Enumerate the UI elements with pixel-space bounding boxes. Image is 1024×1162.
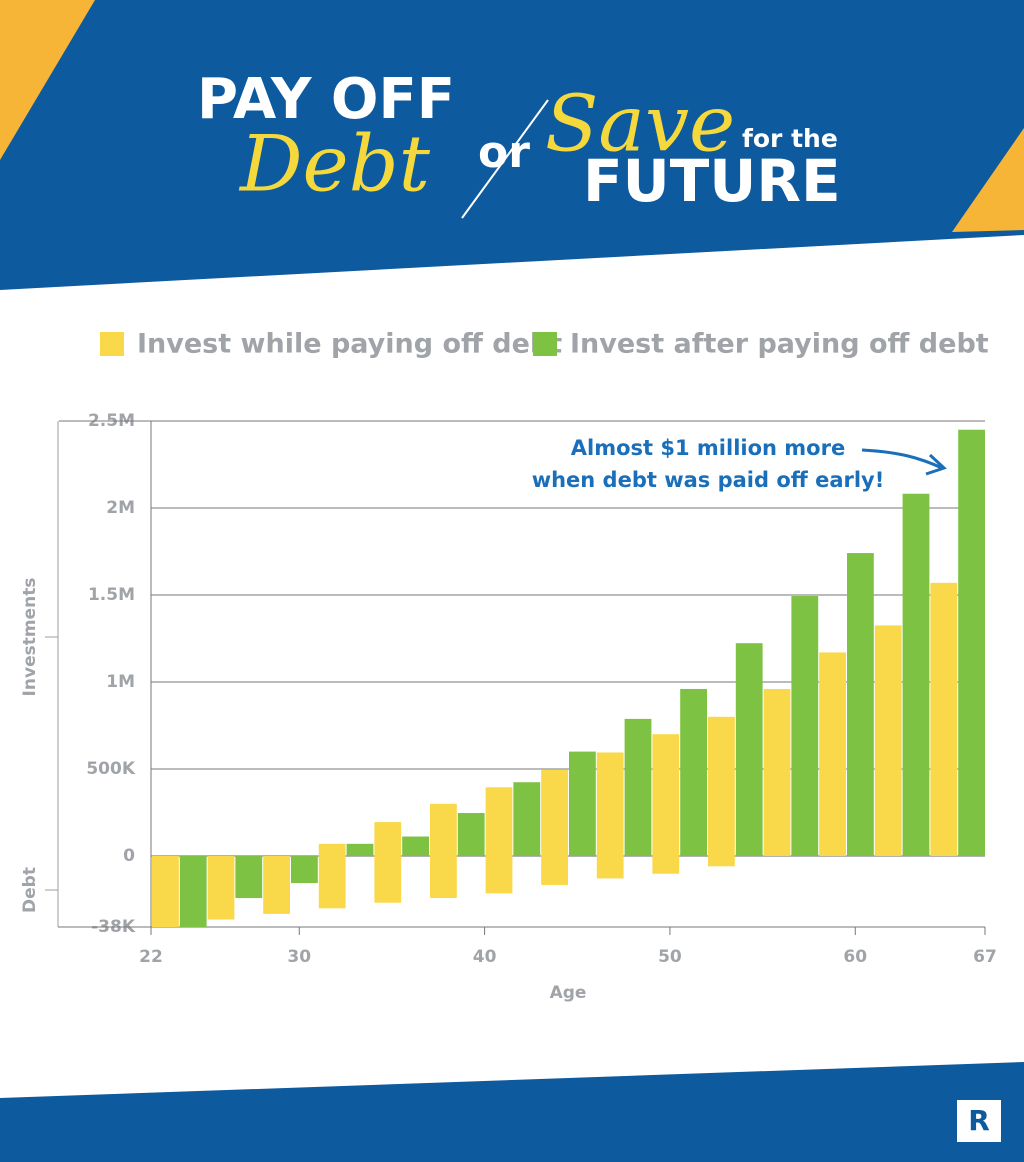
debt-bar: [430, 856, 457, 899]
debt-bar: [179, 856, 207, 927]
x-tick-label: 67: [973, 947, 997, 967]
header-corner: [952, 128, 1024, 232]
bar: [624, 718, 652, 856]
legend-swatch: [533, 332, 557, 356]
bar: [708, 716, 735, 856]
logo-box: [957, 1100, 1001, 1142]
y-axis-label-negative: Debt: [20, 867, 40, 913]
annotation: Almost $1 million more: [571, 436, 845, 460]
debt-bar: [318, 856, 346, 909]
footer-band: [0, 1062, 1024, 1162]
bar: [652, 734, 680, 856]
header-band: [0, 0, 1024, 290]
legend-label: Invest while paying off debt: [137, 329, 562, 360]
annotation: when debt was paid off early!: [532, 468, 885, 492]
bar: [485, 787, 513, 856]
bar: [902, 493, 930, 856]
debt-bar: [708, 856, 735, 867]
debt-bar: [152, 856, 179, 927]
y-tick-label: 1M: [106, 672, 135, 692]
debt-bar: [374, 856, 402, 903]
debt-bar: [263, 856, 290, 914]
bar: [513, 782, 541, 856]
bar: [541, 769, 568, 856]
bar: [791, 596, 819, 856]
bar: [874, 625, 902, 856]
logo: R: [968, 1104, 990, 1137]
y-tick-label: 2M: [106, 498, 135, 518]
debt-bar: [291, 856, 318, 884]
bar: [847, 553, 874, 856]
legend-label: Invest after paying off debt: [570, 329, 989, 360]
bar: [735, 643, 763, 856]
debt-bar: [652, 856, 680, 874]
y-tick-label: 0: [123, 846, 135, 866]
bar: [430, 803, 457, 856]
header-corner: [0, 0, 95, 160]
bar: [402, 836, 429, 856]
debt-bar: [485, 856, 513, 894]
y-tick-label: 1.5M: [88, 585, 135, 605]
title-debt: Debt: [238, 120, 431, 210]
x-tick-label: 40: [473, 947, 497, 967]
debt-bar: [596, 856, 624, 879]
annotation-arrow: [861, 448, 947, 476]
divider: [461, 99, 549, 219]
bar: [596, 752, 624, 856]
title-or: or: [478, 127, 530, 178]
title-save: Save: [545, 80, 735, 170]
bar: [346, 843, 374, 856]
bar: [318, 843, 346, 856]
bar: [819, 652, 846, 856]
title-for-the: for the: [742, 124, 838, 153]
x-tick-label: 60: [843, 947, 867, 967]
x-tick-label: 50: [658, 947, 682, 967]
bar: [569, 751, 596, 856]
y-axis-label: Investments: [20, 578, 40, 697]
x-tick-label: 22: [139, 947, 163, 967]
x-tick-label: 30: [287, 947, 311, 967]
bar: [457, 813, 485, 856]
legend-swatch: [100, 332, 124, 356]
bar: [763, 688, 791, 856]
debt-bar: [235, 856, 263, 899]
debt-bar: [207, 856, 235, 920]
bar: [958, 429, 985, 856]
bar: [374, 822, 402, 856]
debt-bar: [541, 856, 568, 885]
title-future: FUTURE: [583, 147, 841, 215]
title-pay-off: PAY OFF: [197, 67, 455, 132]
x-axis-label: Age: [550, 983, 587, 1003]
bar: [930, 582, 958, 856]
bar: [680, 688, 707, 856]
y-tick-label: 500K: [86, 759, 135, 779]
